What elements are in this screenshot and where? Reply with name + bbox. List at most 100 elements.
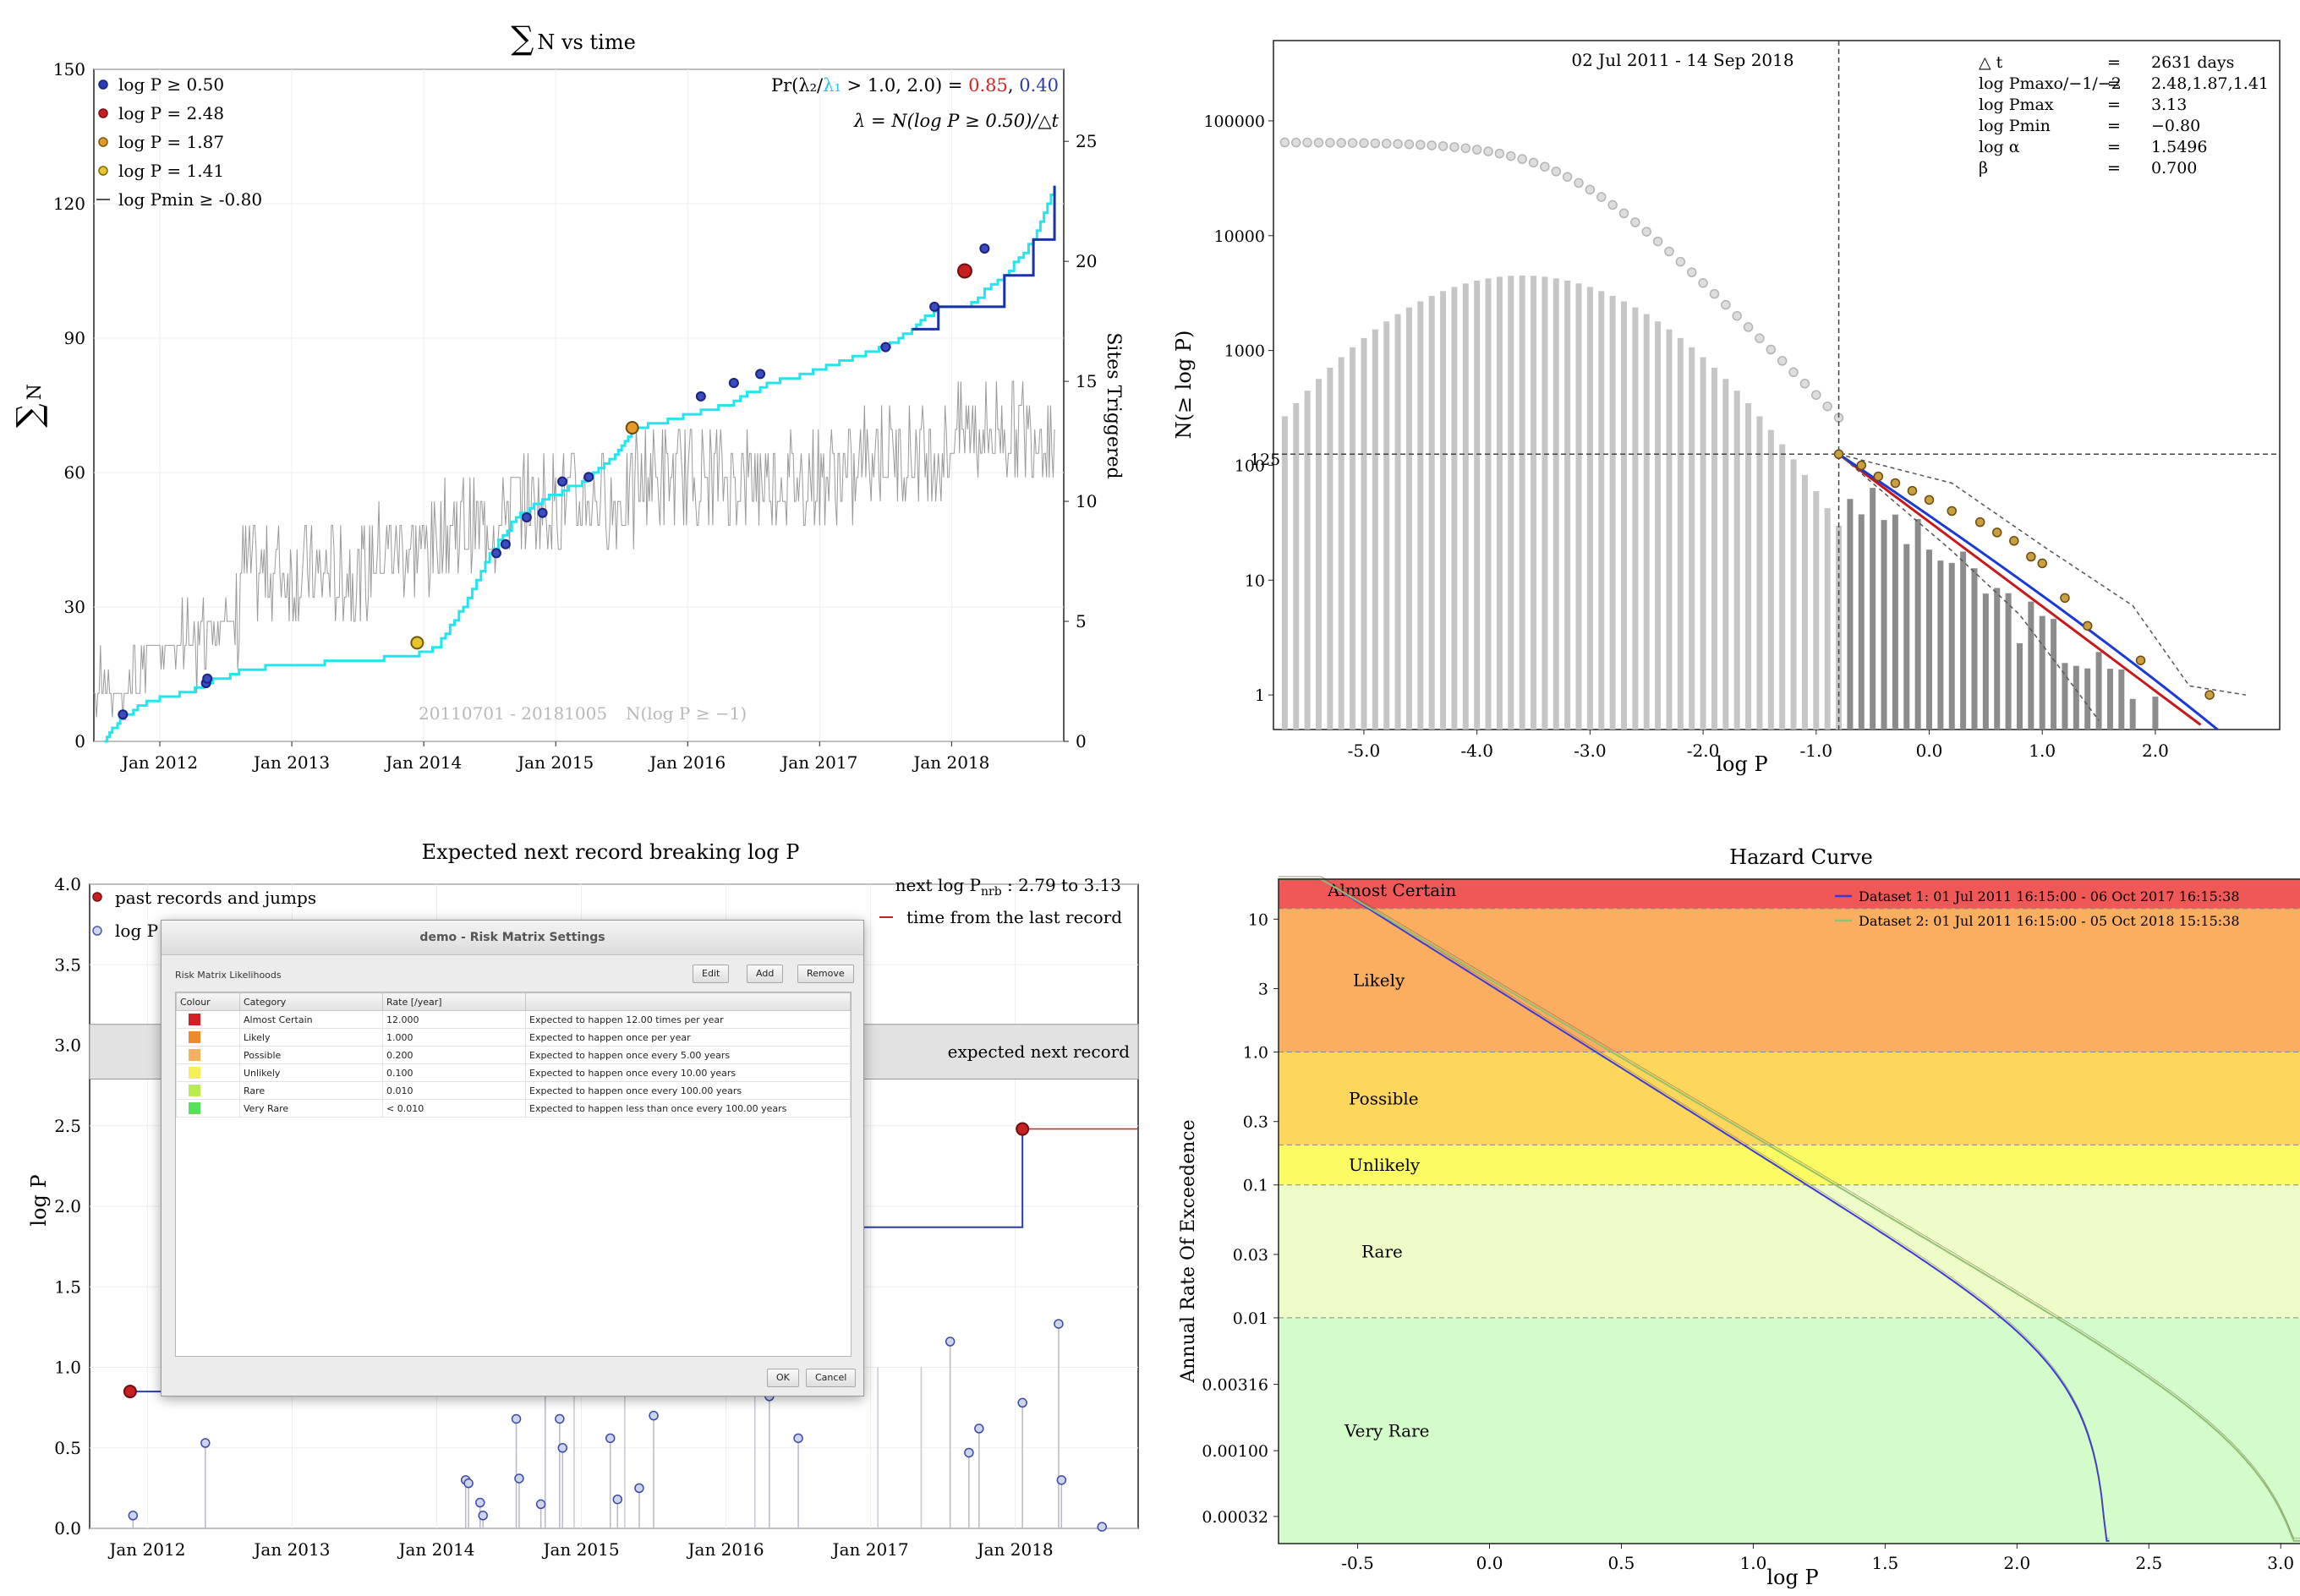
p2-ytick-label: 100000 [1203, 112, 1265, 131]
legend-label-4: log Pmin ≥ -0.80 [118, 189, 262, 210]
p2-param-value: 3.13 [2151, 96, 2187, 114]
row-colour-cell[interactable] [176, 1046, 240, 1064]
p2-histogram-bar [1903, 544, 1910, 730]
p2-histogram-bar [2129, 698, 2136, 730]
p2-histogram-bar [1790, 459, 1797, 730]
p2-histogram-bar [1971, 568, 1978, 730]
remove-button[interactable]: Remove [797, 965, 854, 983]
table-row[interactable]: Possible 0.200 Expected to happen once e… [176, 1046, 851, 1064]
p2-histogram-bar [1474, 280, 1481, 730]
p2-xtick-label: -2.0 [1687, 741, 1720, 761]
colour-swatch[interactable] [189, 1049, 200, 1061]
p2-cumulative-point [1574, 178, 1584, 189]
row-colour-cell[interactable] [176, 1099, 240, 1118]
header-rate[interactable]: Rate [/year] [382, 992, 526, 1011]
p2-xlabel: log P [1716, 752, 1767, 776]
p4-zone [1279, 1145, 2300, 1185]
p2-histogram-bar [1315, 379, 1322, 730]
p3-point [557, 1443, 568, 1453]
p1-record-point [979, 243, 990, 254]
p2-histogram-bar [1417, 301, 1424, 730]
cancel-button[interactable]: Cancel [806, 1369, 857, 1387]
p2-xtick-label: 0.0 [1916, 741, 1943, 761]
p2-param-key: log Pmin [1979, 117, 2051, 135]
p2-cumulative-point [1370, 138, 1381, 149]
p1-xtick-label: Jan 2014 [384, 752, 462, 773]
p2-param-eq: = [2107, 96, 2121, 114]
table-row[interactable]: Rare 0.010 Expected to happen once every… [176, 1081, 851, 1100]
likelihood-table[interactable]: Colour Category Rate [/year] Almost Cert… [175, 992, 852, 1357]
p4-xtick-label: 1.5 [1871, 1553, 1898, 1573]
p2-histogram-bar [1858, 514, 1865, 730]
row-description: Expected to happen less than once every … [525, 1099, 851, 1118]
p2-histogram-bar [1756, 416, 1763, 730]
p1-special-record-point [625, 421, 639, 435]
edit-button[interactable]: Edit [693, 965, 730, 983]
p4-xlabel: log P [1766, 1566, 1818, 1589]
p2-observed-point [2135, 655, 2146, 665]
p1-xtick-label: Jan 2012 [120, 752, 198, 773]
p2-histogram-bar [1575, 283, 1582, 730]
p3-point [475, 1497, 485, 1508]
p1-xtick-label: Jan 2015 [516, 752, 594, 773]
p3-xtick-label: Jan 2018 [976, 1539, 1054, 1560]
p4-zone-label: Almost Certain [1327, 880, 1457, 900]
p2-cumulative-point [1416, 139, 1426, 150]
row-rate: 0.200 [382, 1046, 526, 1064]
p2-param-eq: = [2107, 159, 2121, 178]
colour-swatch[interactable] [189, 1031, 200, 1043]
p3-xtick-label: Jan 2017 [831, 1539, 909, 1560]
p2-cumulative-point [1336, 138, 1346, 148]
p2-cumulative-point [1777, 356, 1788, 366]
p3-point [974, 1424, 984, 1434]
p2-cumulative-point [1347, 138, 1358, 148]
dialog-title[interactable]: demo - Risk Matrix Settings [162, 921, 863, 955]
row-colour-cell[interactable] [176, 1063, 240, 1082]
p4-zone [1279, 1184, 2300, 1318]
p4-ytick-label: 3 [1258, 981, 1268, 999]
table-row[interactable]: Almost Certain 12.000 Expected to happen… [176, 1010, 851, 1029]
p2-histogram-bar [1304, 391, 1311, 730]
p3-record-point [123, 1385, 137, 1399]
table-row[interactable]: Very Rare < 0.010 Expected to happen les… [176, 1099, 851, 1118]
p3-xtick-label: Jan 2015 [541, 1539, 619, 1560]
p4-zone [1279, 908, 2300, 1052]
p4-ytick-label: 0.00100 [1202, 1442, 1268, 1461]
p2-histogram-bar [1847, 499, 1854, 730]
p2-param-eq: = [2107, 53, 2121, 72]
row-colour-cell[interactable] [176, 1010, 240, 1029]
row-colour-cell[interactable] [176, 1081, 240, 1100]
table-row[interactable]: Likely 1.000 Expected to happen once per… [176, 1028, 851, 1047]
p3-ytick-label: 1.5 [54, 1276, 81, 1297]
p2-cumulative-point [1630, 217, 1640, 227]
p2-ytick-label: 1 [1255, 686, 1265, 705]
colour-swatch[interactable] [189, 1102, 200, 1114]
legend-marker-records [98, 79, 108, 90]
p2-observed-point [1907, 485, 1918, 496]
p2-ytick-label: 10000 [1214, 227, 1265, 246]
colour-swatch[interactable] [189, 1014, 200, 1025]
p4-zone-label: Likely [1353, 970, 1405, 991]
row-colour-cell[interactable] [176, 1028, 240, 1047]
p2-observed-point [1974, 517, 1985, 527]
ok-button[interactable]: OK [767, 1369, 799, 1387]
table-row[interactable]: Unlikely 0.100 Expected to happen once e… [176, 1063, 851, 1082]
colour-swatch[interactable] [189, 1085, 200, 1096]
p2-cumulative-point [1755, 333, 1765, 343]
header-colour[interactable]: Colour [176, 992, 240, 1011]
legend-marker-logp-050 [92, 926, 102, 936]
cumulative-count-chart: ∑ N vs time Jan 2012 Jan 2013 Jan 2014 Jan 2… [10, 19, 1124, 773]
row-category: Almost Certain [239, 1010, 383, 1029]
add-button[interactable]: Add [747, 965, 784, 983]
risk-matrix-dialog[interactable]: demo - Risk Matrix Settings Risk Matrix … [161, 920, 864, 1396]
colour-swatch[interactable] [189, 1067, 200, 1079]
p3-point [945, 1336, 956, 1347]
p2-plot-frame [1273, 40, 2281, 730]
header-description[interactable] [525, 992, 851, 1011]
p1-ytick-label: 90 [64, 328, 85, 348]
p2-observed-point [2037, 558, 2047, 569]
p2-cumulative-point [1652, 236, 1663, 247]
row-category: Unlikely [239, 1063, 383, 1082]
header-category[interactable]: Category [239, 992, 383, 1011]
p1-legend: log P ≥ 0.50 log P = 2.48 log P = 1.87 l… [96, 74, 262, 210]
